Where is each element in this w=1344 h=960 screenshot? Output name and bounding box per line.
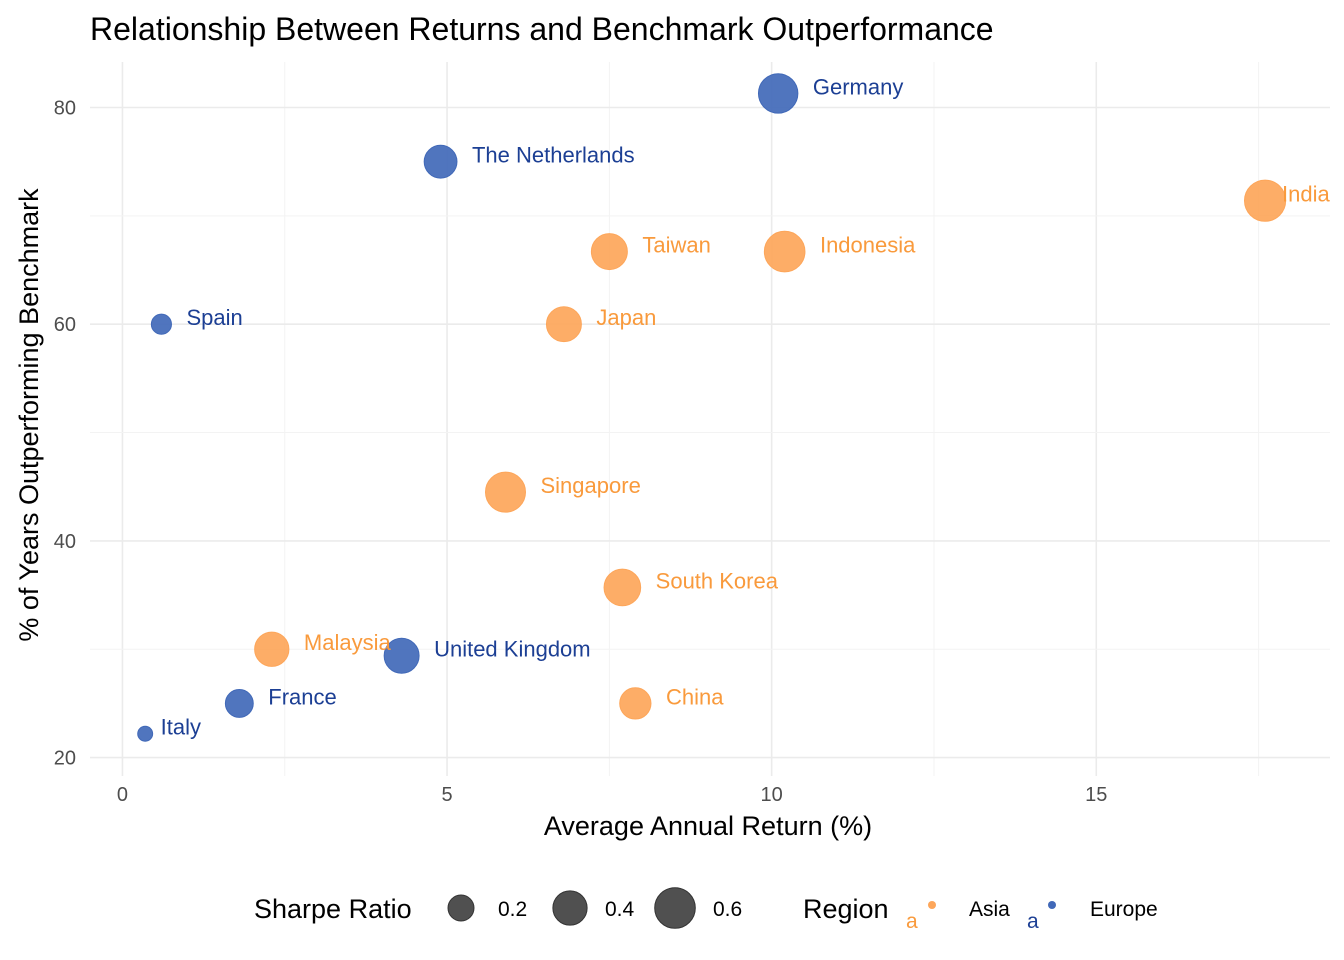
label-the-netherlands: The Netherlands [472,143,635,168]
chart-title: Relationship Between Returns and Benchma… [90,11,994,47]
point-france [224,688,254,718]
y-axis-title: % of Years Outperforming Benchmark [14,188,44,642]
color-key-letter: a [1027,910,1039,933]
point-spain [150,313,172,335]
y-tick-label: 20 [54,748,76,770]
label-china: China [666,684,724,709]
x-tick-label: 5 [442,784,453,806]
size-legend-label: 0.4 [605,898,635,921]
point-china [619,687,652,720]
size-legend-label: 0.6 [713,898,742,921]
y-axis-ticks: 20 40 60 80 [54,98,76,770]
point-malaysia [254,631,290,667]
point-labels: India Indonesia Singapore Germany South Kore… [161,74,1331,739]
point-indonesia [763,230,806,273]
x-axis-title: Average Annual Return (%) [544,811,872,841]
label-united-kingdom: United Kingdom [434,637,591,662]
size-legend-label: 0.2 [498,898,527,921]
label-indonesia: Indonesia [820,233,916,258]
color-legend-title: Region [803,894,889,924]
point-south-korea [603,568,642,607]
label-france: France [268,684,336,709]
label-india: India [1282,182,1330,207]
label-spain: Spain [186,305,242,330]
x-tick-label: 15 [1085,784,1107,806]
grid [90,62,1330,776]
size-key-0-4 [552,890,588,926]
label-south-korea: South Korea [656,568,779,593]
label-taiwan: Taiwan [642,233,710,258]
size-legend: 0.2 0.4 0.6 [447,887,742,929]
color-key-letter: a [906,910,918,933]
point-taiwan [590,233,628,271]
y-tick-label: 40 [54,531,76,553]
point-singapore [484,471,527,513]
y-tick-label: 60 [54,314,76,336]
point-germany [757,73,799,114]
label-malaysia: Malaysia [304,630,392,655]
x-tick-label: 0 [117,784,128,806]
color-key-asia [928,901,936,909]
x-tick-label: 10 [761,784,783,806]
legend: Sharpe Ratio 0.2 0.4 0.6 Region aAsiaaEuro… [254,887,1158,933]
point-india [1243,179,1287,222]
label-japan: Japan [596,305,656,330]
color-legend-label: Asia [969,898,1010,921]
color-legend-label: Europe [1090,898,1158,921]
label-italy: Italy [161,715,201,740]
point-the-netherlands [423,144,458,179]
size-key-0-2 [447,894,475,922]
point-united-kingdom [383,637,420,674]
label-singapore: Singapore [541,473,641,498]
size-key-0-6 [654,887,696,929]
point-italy [137,725,154,742]
label-germany: Germany [813,74,903,99]
y-tick-label: 80 [54,98,76,120]
x-axis-ticks: 0 5 10 15 [117,784,1108,806]
point-japan [545,306,582,343]
color-key-europe [1048,901,1056,909]
size-legend-title: Sharpe Ratio [254,894,412,924]
data-points [137,73,1287,742]
